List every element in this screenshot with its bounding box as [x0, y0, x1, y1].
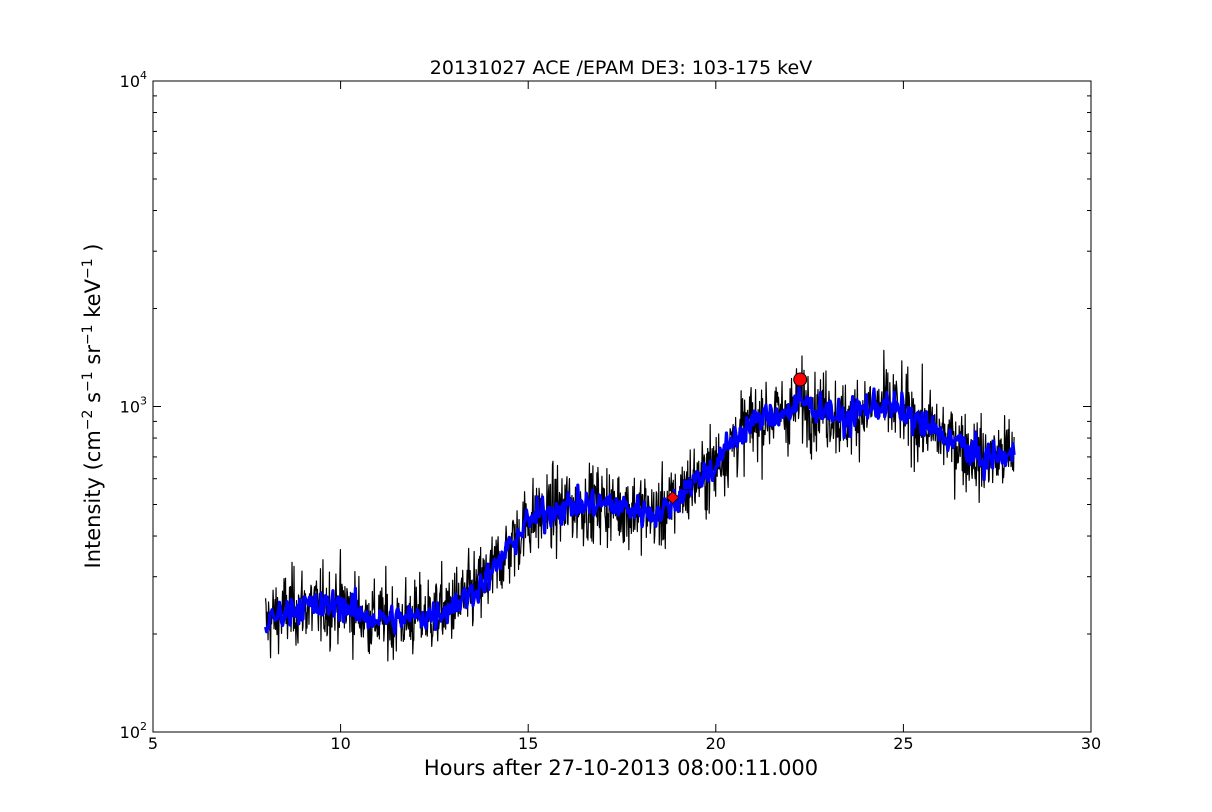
- y-tick-label: 102: [120, 720, 147, 742]
- plot-area: [263, 349, 1016, 662]
- x-tick-label: 5: [148, 734, 158, 753]
- y-axis-label-part: s: [81, 392, 105, 410]
- smoothed-intensity-line: [263, 384, 1016, 636]
- y-axis-label-part: sr: [81, 345, 105, 372]
- y-axis-label-exponent: −1: [80, 324, 96, 345]
- x-tick-label: 15: [518, 734, 538, 753]
- y-tick-label: 103: [120, 395, 147, 417]
- y-axis-label-exponent: −1: [80, 258, 96, 279]
- chart-title: 20131027 ACE /EPAM DE3: 103-175 keV: [430, 57, 812, 79]
- y-axis-label-part: Intensity (cm: [81, 430, 105, 568]
- circle-marker: [793, 372, 808, 387]
- x-tick-label: 20: [706, 734, 726, 753]
- diamond-marker: [666, 491, 680, 505]
- tick-layer: 5 10 15 20 25 30 102 103 104: [120, 69, 1102, 753]
- series-layer: [263, 349, 1016, 662]
- y-tick-label: 104: [120, 69, 147, 91]
- square-marker: [682, 479, 694, 491]
- marker-layer: [666, 372, 808, 505]
- y-axis-label: Intensity (cm−2 s−1 sr−1 keV−1 ): [80, 244, 105, 569]
- y-axis-label-part: ): [81, 244, 105, 259]
- y-axis-label-exponent: −1: [80, 371, 96, 392]
- x-axis-label: Hours after 27-10-2013 08:00:11.000: [424, 756, 818, 780]
- x-tick-label: 30: [1081, 734, 1101, 753]
- x-tick-label: 10: [330, 734, 350, 753]
- y-axis-label-exponent: −2: [80, 410, 96, 431]
- x-tick-label: 25: [893, 734, 913, 753]
- y-axis-label-part: keV: [81, 278, 105, 324]
